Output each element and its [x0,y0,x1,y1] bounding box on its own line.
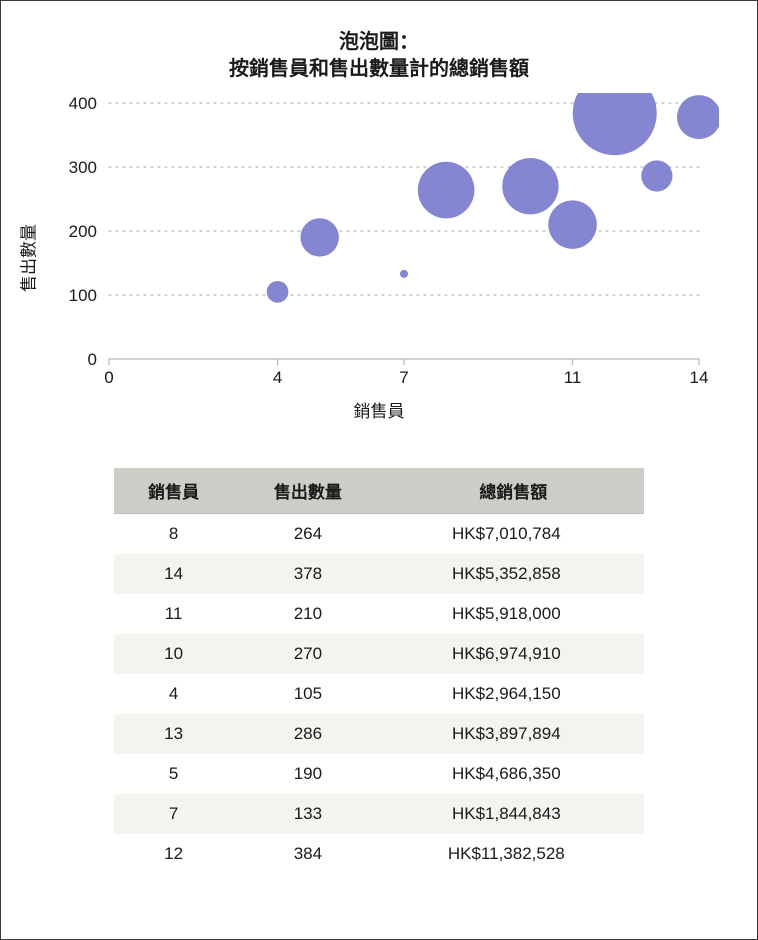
chart-canvas: 0 100 200 300 400 0 4 7 11 14 [39,93,719,393]
chart-title: 泡泡圖： 按銷售員和售出數量計的總銷售額 [25,29,733,83]
y-tick-label: 0 [88,350,97,369]
table-cell: HK$4,686,350 [383,754,644,794]
table-header-row: 銷售員 售出數量 總銷售額 [114,468,644,514]
table-cell: 10 [114,634,233,674]
bubble [548,200,597,249]
bubble [301,218,339,256]
data-table-wrap: 銷售員 售出數量 總銷售額 8264HK$7,010,78414378HK$5,… [114,468,644,874]
table-cell: 270 [233,634,382,674]
data-table: 銷售員 售出數量 總銷售額 8264HK$7,010,78414378HK$5,… [114,468,644,874]
table-cell: 105 [233,674,382,714]
x-axis-label: 銷售員 [39,397,719,422]
bubble [400,270,408,278]
table-row: 12384HK$11,382,528 [114,834,644,874]
y-tick-label: 300 [69,158,97,177]
table-row: 7133HK$1,844,843 [114,794,644,834]
chart-title-line2: 按銷售員和售出數量計的總銷售額 [229,58,529,80]
table-cell: HK$11,382,528 [383,834,644,874]
table-cell: HK$2,964,150 [383,674,644,714]
table-cell: 8 [114,514,233,555]
table-cell: HK$7,010,784 [383,514,644,555]
y-axis-label: 售出數量 [15,224,40,292]
table-cell: 210 [233,594,382,634]
bubble [418,162,475,219]
table-cell: HK$3,897,894 [383,714,644,754]
table-cell: 190 [233,754,382,794]
bubble-chart: 售出數量 01002003004000471114 銷售員 [39,93,719,422]
table-cell: 133 [233,794,382,834]
table-cell: 7 [114,794,233,834]
table-row: 10270HK$6,974,910 [114,634,644,674]
table-cell: HK$6,974,910 [383,634,644,674]
table-row: 4105HK$2,964,150 [114,674,644,714]
y-tick-label: 200 [69,222,97,241]
table-cell: 378 [233,554,382,594]
x-tick-label: 11 [564,368,582,387]
table-cell: 5 [114,754,233,794]
x-tick-label: 4 [273,368,282,387]
table-cell: 286 [233,714,382,754]
bubble [677,95,719,139]
bubble [502,158,558,214]
table-row: 5190HK$4,686,350 [114,754,644,794]
y-tick-label: 400 [69,94,97,113]
x-tick-label: 7 [399,368,408,387]
table-row: 8264HK$7,010,784 [114,514,644,555]
table-row: 13286HK$3,897,894 [114,714,644,754]
page-root: 泡泡圖： 按銷售員和售出數量計的總銷售額 售出數量 01002003004000… [0,0,758,940]
col-salesperson: 銷售員 [114,468,233,514]
x-tick-label: 14 [690,368,709,387]
y-tick-label: 100 [69,286,97,305]
bubble [573,93,657,155]
table-row: 14378HK$5,352,858 [114,554,644,594]
col-quantity: 售出數量 [233,468,382,514]
table-cell: 384 [233,834,382,874]
table-cell: 4 [114,674,233,714]
table-cell: HK$5,352,858 [383,554,644,594]
bubble [267,281,289,303]
bubble [641,160,672,191]
table-cell: 12 [114,834,233,874]
table-cell: HK$5,918,000 [383,594,644,634]
table-cell: 264 [233,514,382,555]
col-total: 總銷售額 [383,468,644,514]
x-tick-label: 0 [104,368,113,387]
table-row: 11210HK$5,918,000 [114,594,644,634]
table-cell: 14 [114,554,233,594]
table-cell: HK$1,844,843 [383,794,644,834]
table-cell: 13 [114,714,233,754]
chart-title-line1: 泡泡圖： [339,31,419,53]
table-cell: 11 [114,594,233,634]
